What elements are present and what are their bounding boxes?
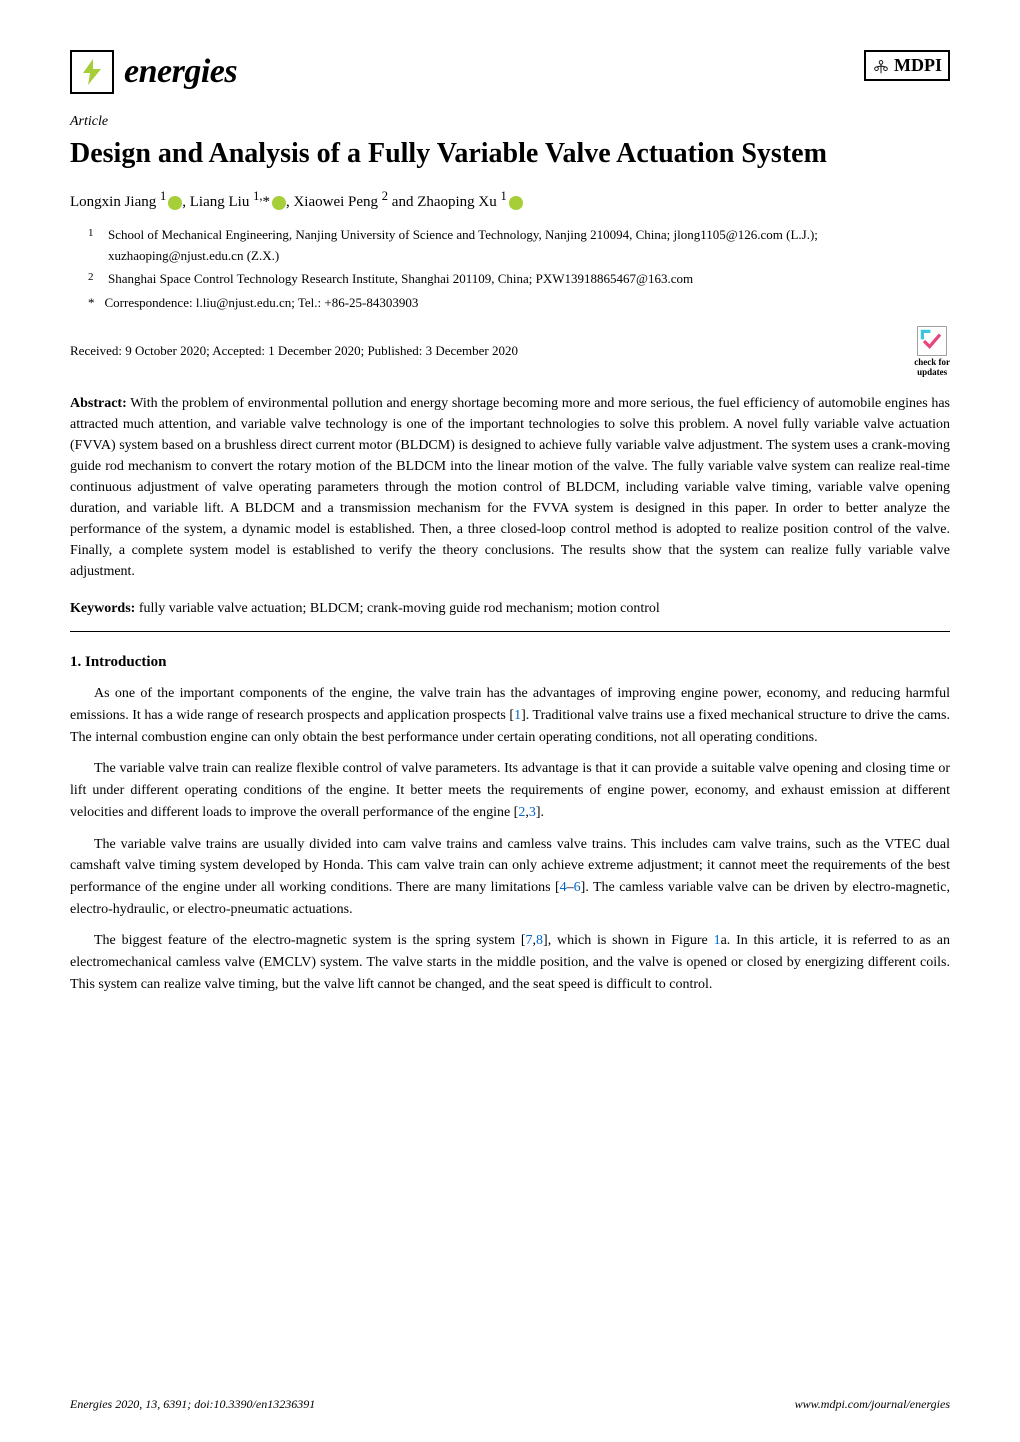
abstract: Abstract: With the problem of environmen… <box>70 393 950 582</box>
figure-link[interactable]: 1 <box>714 933 721 948</box>
affiliation-text: Shanghai Space Control Technology Resear… <box>108 269 693 290</box>
publisher-name: MDPI <box>894 55 942 76</box>
publication-dates: Received: 9 October 2020; Accepted: 1 De… <box>70 343 518 359</box>
body-paragraph: The biggest feature of the electro-magne… <box>70 930 950 995</box>
keywords: Keywords: fully variable valve actuation… <box>70 598 950 619</box>
citation-link[interactable]: 8 <box>536 933 543 948</box>
abstract-text: With the problem of environmental pollut… <box>70 396 950 579</box>
keywords-text: fully variable valve actuation; BLDCM; c… <box>139 601 660 616</box>
check-label-top: check for <box>914 357 950 367</box>
bolt-icon <box>77 57 107 87</box>
affiliation-number: 1 <box>88 225 98 267</box>
keywords-label: Keywords: <box>70 601 135 616</box>
header: energies MDPI <box>70 50 950 94</box>
affiliation-item: 1 School of Mechanical Engineering, Nanj… <box>88 225 950 267</box>
dates-row: Received: 9 October 2020; Accepted: 1 De… <box>70 325 950 377</box>
divider <box>70 631 950 632</box>
author-text: Longxin Jiang 1 <box>70 194 166 210</box>
abstract-label: Abstract: <box>70 396 127 411</box>
footer-left: Energies 2020, 13, 6391; doi:10.3390/en1… <box>70 1397 315 1412</box>
section-heading: 1. Introduction <box>70 654 950 671</box>
correspondence-marker: * <box>88 295 95 311</box>
correspondence: * Correspondence: l.liu@njust.edu.cn; Te… <box>70 295 950 311</box>
orcid-icon[interactable] <box>168 196 182 210</box>
article-title: Design and Analysis of a Fully Variable … <box>70 136 950 171</box>
check-updates-icon <box>916 325 948 357</box>
affiliation-text: School of Mechanical Engineering, Nanjin… <box>108 225 950 267</box>
article-type: Article <box>70 114 950 130</box>
publisher-logo: MDPI <box>864 50 950 81</box>
journal-logo-icon <box>70 50 114 94</box>
check-for-updates-badge[interactable]: check for updates <box>914 325 950 377</box>
journal-name: energies <box>124 53 237 91</box>
citation-link[interactable]: 3 <box>529 805 536 820</box>
affiliations: 1 School of Mechanical Engineering, Nanj… <box>70 225 950 289</box>
citation-link[interactable]: 1 <box>514 708 521 723</box>
body-paragraph: The variable valve trains are usually di… <box>70 834 950 921</box>
body-paragraph: The variable valve train can realize fle… <box>70 758 950 823</box>
citation-link[interactable]: 7 <box>526 933 533 948</box>
author-text: , Liang Liu 1,* <box>182 194 270 210</box>
citation-link[interactable]: 6 <box>574 880 581 895</box>
check-label-bottom: updates <box>917 367 947 377</box>
footer: Energies 2020, 13, 6391; doi:10.3390/en1… <box>70 1397 950 1412</box>
citation-link[interactable]: 4 <box>560 880 567 895</box>
mdpi-tree-icon <box>872 57 890 75</box>
footer-right[interactable]: www.mdpi.com/journal/energies <box>795 1397 950 1412</box>
orcid-icon[interactable] <box>509 196 523 210</box>
authors-line: Longxin Jiang 1 , Liang Liu 1,* , Xiaowei … <box>70 189 950 211</box>
author-text: , Xiaowei Peng 2 and Zhaoping Xu 1 <box>286 194 507 210</box>
affiliation-item: 2 Shanghai Space Control Technology Rese… <box>88 269 950 290</box>
journal-logo-group: energies <box>70 50 237 94</box>
citation-link[interactable]: 2 <box>518 805 525 820</box>
body-paragraph: As one of the important components of th… <box>70 683 950 748</box>
affiliation-number: 2 <box>88 269 98 290</box>
orcid-icon[interactable] <box>272 196 286 210</box>
correspondence-text: Correspondence: l.liu@njust.edu.cn; Tel.… <box>105 295 419 311</box>
